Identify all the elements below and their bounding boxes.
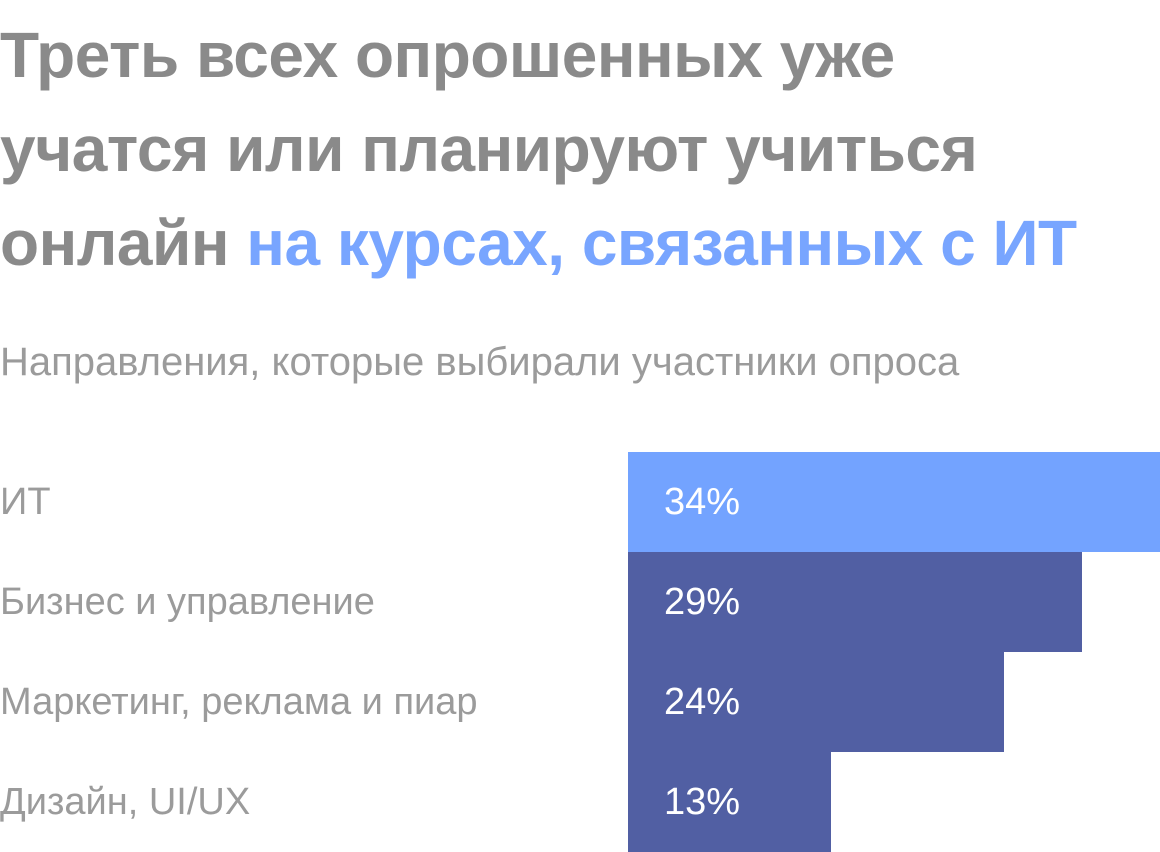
bar-value-label: 34% — [664, 481, 741, 523]
headline-accent: на курсах, связанных с ИТ — [246, 207, 1077, 279]
bar-value-label: 13% — [664, 781, 741, 823]
bar-value-label: 29% — [664, 581, 741, 623]
bar-chart: ИТ 34% Бизнес и управление 29% Маркетинг, ре… — [0, 452, 1160, 852]
category-label: Дизайн, UI/UX — [0, 781, 251, 823]
category-label: ИТ — [0, 481, 51, 523]
bar: 29% — [628, 552, 1082, 652]
bar-row: Бизнес и управление 29% — [0, 552, 1160, 652]
chart-subtitle: Направления, которые выбирали участники … — [0, 340, 960, 384]
headline-line-2: учатся или планируют учиться — [0, 113, 978, 185]
category-label: Маркетинг, реклама и пиар — [0, 681, 478, 723]
bar-value-label: 24% — [664, 681, 741, 723]
headline-line-3-plain: онлайн — [0, 207, 247, 279]
bar-row: Дизайн, UI/UX 13% — [0, 752, 1160, 852]
category-label: Бизнес и управление — [0, 581, 375, 623]
bar: 13% — [628, 752, 831, 852]
bar: 24% — [628, 652, 1004, 752]
bar: 34% — [628, 452, 1160, 552]
headline-line-1: Треть всех опрошенных уже — [0, 19, 895, 91]
bar-row: Маркетинг, реклама и пиар 24% — [0, 652, 1160, 752]
bar-row: ИТ 34% — [0, 452, 1160, 552]
chart-headline: Треть всех опрошенных уже учатся или пла… — [0, 8, 1160, 290]
